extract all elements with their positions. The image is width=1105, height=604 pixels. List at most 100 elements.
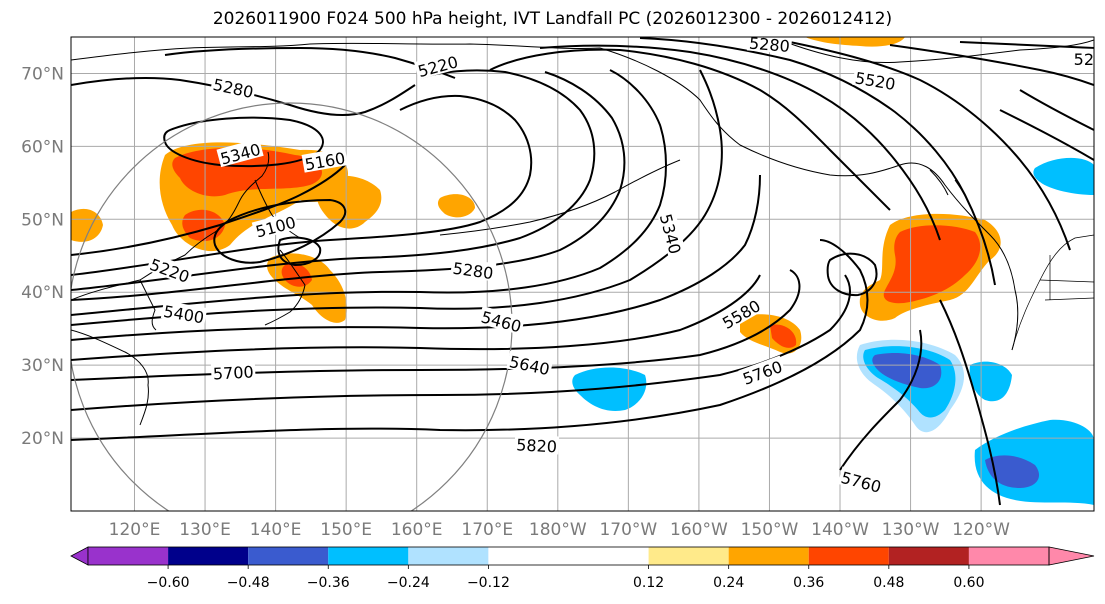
contour-5400 xyxy=(71,71,626,301)
contour-5280-top xyxy=(71,76,416,117)
contour-5640 xyxy=(71,274,761,361)
colorbar-tick-label: −0.12 xyxy=(467,575,510,591)
lon-tick-label: 130°E xyxy=(179,520,231,540)
colorbar-bin xyxy=(168,547,249,565)
contour-east-cutoff xyxy=(826,252,878,297)
lon-tick-label: 180°W xyxy=(529,520,587,540)
ivt-patch-cyan-mid xyxy=(572,367,647,411)
colorbar-bin xyxy=(88,547,169,565)
lon-tick-label: 120°E xyxy=(109,520,161,540)
colorbar-bin xyxy=(808,547,889,565)
contour-label: 5400 xyxy=(160,300,208,327)
colorbar-tick-label: −0.48 xyxy=(227,575,270,591)
colorbar-bin xyxy=(728,547,809,565)
lon-tick-label: 140°W xyxy=(811,520,869,540)
lon-tick-label: 160°E xyxy=(391,520,443,540)
colorbar-frame xyxy=(87,546,1050,566)
colorbar-bin xyxy=(248,547,329,565)
contour-label-text: 5280 xyxy=(748,34,790,56)
ivt-fill-layer xyxy=(71,37,1094,505)
contour-5160-ring xyxy=(213,198,347,264)
lon-tick-label: 130°W xyxy=(882,520,940,540)
contour-5220 xyxy=(71,164,346,256)
lon-tick-label: 170°E xyxy=(461,520,513,540)
contour-right-1 xyxy=(999,109,1094,161)
contour-label: 5220 xyxy=(1072,48,1105,69)
ivt-patch-left-edge xyxy=(71,208,103,242)
contour-label-text: 5220 xyxy=(1074,50,1105,69)
lat-tick-label: 70°N xyxy=(21,64,64,84)
colorbar: −0.60 −0.48 −0.36 −0.24 −0.12 0.12 0.24 0.36 0.4… xyxy=(70,546,1095,591)
coastline-china xyxy=(71,329,149,426)
borders xyxy=(1011,234,1094,351)
contour-high-ak-1 xyxy=(489,48,891,211)
coastline-alaska xyxy=(599,47,1019,351)
lon-tick-label: 170°W xyxy=(599,520,657,540)
contour-high-ak-3 xyxy=(639,37,996,286)
ivt-patch-blue-bottomright xyxy=(985,455,1040,488)
colorbar-bin xyxy=(488,547,649,565)
contour-top-right-2 xyxy=(959,41,1094,49)
contour-5460 xyxy=(71,69,667,316)
contour-high-ak-4 xyxy=(779,39,1071,251)
ivt-patch-cyan-right xyxy=(969,361,1012,402)
lat-tick-label: 30°N xyxy=(21,356,64,376)
lat-labels: 70°N 60°N 50°N 40°N 30°N 20°N xyxy=(21,64,64,449)
contour-high-ak-2 xyxy=(539,44,941,241)
colorbar-tick-label: 0.60 xyxy=(953,575,984,591)
ivt-patch-orange-top xyxy=(805,37,905,47)
ivt-patch-small-orange xyxy=(437,194,475,218)
ivt-patch-cyan-topright xyxy=(1033,157,1094,195)
plot-frame xyxy=(70,36,1095,512)
coastline-asia xyxy=(71,151,270,301)
contour-bottom-right xyxy=(939,299,1001,506)
lon-tick-label: 160°W xyxy=(670,520,728,540)
contour-5760-b xyxy=(839,329,923,471)
coastline-aleutians xyxy=(439,159,681,236)
lat-tick-label: 40°N xyxy=(21,283,64,303)
colorbar-tick-label: 0.12 xyxy=(633,575,664,591)
contour-top-right-1 xyxy=(889,44,1094,86)
coastline-kamchatka xyxy=(254,179,301,239)
ivt-patch-aleutian-orange xyxy=(316,175,382,229)
lon-tick-label: 120°W xyxy=(952,520,1010,540)
colorbar-tick-label: 0.48 xyxy=(873,575,904,591)
contour-5280 xyxy=(71,94,533,276)
lat-tick-label: 20°N xyxy=(21,429,64,449)
colorbar-tick-label: −0.60 xyxy=(147,575,190,591)
contour-label: 5820 xyxy=(514,434,560,456)
ivt-patch-kamchatka-red xyxy=(172,147,322,197)
border-us-states xyxy=(1039,255,1094,301)
colorbar-bin xyxy=(328,547,409,565)
colorbar-tick-label: 0.24 xyxy=(713,575,744,591)
contour-5340 xyxy=(71,69,596,291)
contour-5580 xyxy=(71,174,761,341)
contour-label-text: 5700 xyxy=(212,362,254,383)
colorbar-tick-label: −0.24 xyxy=(387,575,430,591)
coastline-siberia-north xyxy=(71,42,601,61)
colorbar-bin xyxy=(648,547,729,565)
lon-tick-label: 150°W xyxy=(741,520,799,540)
coastline-japan xyxy=(264,249,306,326)
lat-tick-label: 60°N xyxy=(21,137,64,157)
lon-tick-label: 140°E xyxy=(250,520,302,540)
contour-5760-a xyxy=(71,274,851,411)
contour-label: 5700 xyxy=(210,361,256,383)
colorbar-tick-label: 0.36 xyxy=(793,575,824,591)
ivt-patch-japan-red xyxy=(281,263,312,287)
colorbar-bin xyxy=(888,547,969,565)
ivt-patch-bc-red xyxy=(883,225,981,304)
contour-5520 xyxy=(71,69,723,326)
coastlines xyxy=(71,39,1094,426)
colorbar-bin xyxy=(968,547,1049,565)
colorbar-extension-high xyxy=(1048,546,1095,566)
contour-right-2 xyxy=(1019,89,1094,131)
contour-label-text: 5820 xyxy=(516,435,558,456)
map-title: 2026011900 F024 500 hPa height, IVT Land… xyxy=(212,9,893,29)
colorbar-bin xyxy=(408,547,489,565)
ivt-patch-central-red xyxy=(770,324,797,348)
contour-5820 xyxy=(71,239,869,441)
lon-labels: 120°E 130°E 140°E 150°E 160°E 170°E 180°W 170°W… xyxy=(109,520,1011,540)
colorbar-extension-low xyxy=(70,546,89,566)
